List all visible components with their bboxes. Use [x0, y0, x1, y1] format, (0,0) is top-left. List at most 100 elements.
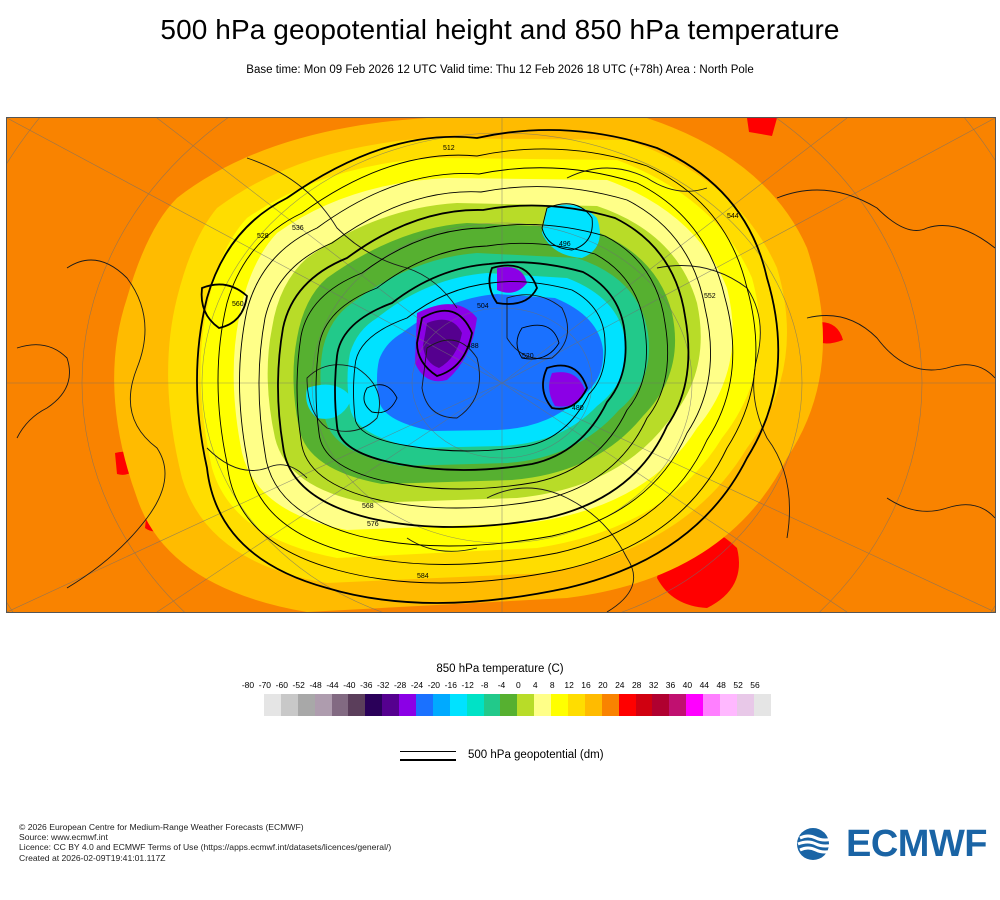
- licence-text: Licence: CC BY 4.0 and ECMWF Terms of Us…: [19, 842, 392, 853]
- colorbar-tick-label: 24: [615, 680, 625, 690]
- map-canvas: 512 528 536 544 552 560 568 576 584 496 …: [7, 118, 995, 612]
- colorbar-swatch: [331, 694, 349, 716]
- colorbar-tick-label: 40: [682, 680, 693, 690]
- cold-core: [423, 319, 462, 368]
- colorbar-swatch: [449, 694, 467, 716]
- colorbar-tick-label: 48: [716, 680, 726, 690]
- colorbar-swatch: [601, 694, 619, 716]
- colorbar-tick-label: 36: [665, 680, 676, 690]
- weather-map[interactable]: 512 528 536 544 552 560 568 576 584 496 …: [6, 117, 996, 613]
- contour-label: 544: [727, 213, 739, 220]
- coastlines: [16, 157, 995, 612]
- cold-core: [549, 372, 585, 407]
- colorbar-tick-label: -28: [393, 680, 407, 690]
- colorbar-tick-label: -16: [444, 680, 457, 690]
- contour-label: 488: [467, 343, 479, 350]
- colorbar-tick-label: 20: [598, 680, 608, 690]
- colorbar-tick-label: 16: [581, 680, 591, 690]
- colorbar-swatch: [703, 694, 721, 716]
- colorbar-swatch: [652, 694, 670, 716]
- colorbar-tick-label: -4: [497, 680, 506, 690]
- colorbar-tick-label: -80: [241, 680, 255, 690]
- cold-core: [497, 267, 527, 293]
- colorbar-swatch: [551, 694, 569, 716]
- contour-label: 568: [362, 503, 374, 510]
- colorbar-swatch: [399, 694, 417, 716]
- contour-label: 576: [367, 521, 379, 528]
- colorbar-tick-label: -8: [480, 680, 489, 690]
- colorbar-swatch: [280, 694, 298, 716]
- colorbar-tick-label: -32: [377, 680, 390, 690]
- colorbar-tick-label: -60: [275, 680, 288, 690]
- colorbar-swatch: [584, 694, 602, 716]
- chart-title: 500 hPa geopotential height and 850 hPa …: [160, 14, 840, 45]
- colorbar-swatch: [382, 694, 400, 716]
- colorbar-swatch: [568, 694, 585, 716]
- colorbar-swatch: [669, 694, 687, 716]
- colorbar-tick-label: 32: [648, 680, 659, 690]
- ecmwf-logo[interactable]: ECMWF: [796, 823, 988, 865]
- colorbar-tick-label: 44: [699, 680, 710, 690]
- colorbar-tick-label: 12: [564, 680, 574, 690]
- colorbar-tick-label: -36: [360, 680, 373, 690]
- colorbar-swatch: [314, 694, 332, 716]
- colorbar-swatch: [365, 694, 383, 716]
- colorbar-swatch: [736, 694, 754, 716]
- colorbar-swatch: [500, 694, 518, 716]
- colorbar-tick-label: -24: [410, 680, 424, 690]
- temperature-legend-title: 850 hPa temperature (C): [436, 663, 564, 675]
- copyright-text: © 2026 European Centre for Medium-Range …: [19, 822, 304, 832]
- temperature-colorbar: [264, 694, 771, 716]
- colorbar-tick-label: 52: [733, 680, 743, 690]
- cold-patch: [306, 384, 352, 419]
- graticule: [7, 118, 995, 612]
- colorbar-tick-label: -44: [326, 680, 339, 690]
- colorbar-swatch: [483, 694, 501, 716]
- contour-label: 584: [417, 573, 429, 580]
- contour-label: 496: [559, 241, 571, 248]
- colorbar-tick-label: -40: [343, 680, 356, 690]
- colorbar-tick-label: 8: [549, 680, 555, 690]
- colorbar-swatch: [432, 694, 450, 716]
- colorbar-swatch: [618, 694, 636, 716]
- source-text: Source: www.ecmwf.int: [19, 832, 108, 843]
- thin-contour-sample: [400, 751, 456, 752]
- colorbar-tick-label: 28: [631, 680, 642, 690]
- contour-label: 504: [477, 303, 489, 310]
- colorbar-tick-label: 0: [516, 680, 521, 690]
- chart-subtitle: Base time: Mon 09 Feb 2026 12 UTC Valid …: [246, 64, 754, 76]
- colorbar-swatch: [297, 694, 315, 716]
- colorbar-tick-label: -70: [258, 680, 272, 690]
- colorbar-tick-label: -20: [427, 680, 441, 690]
- contour-label: 552: [704, 293, 716, 300]
- colorbar-swatch: [635, 694, 653, 716]
- colorbar-swatch: [264, 694, 281, 716]
- contour-label: 480: [572, 405, 584, 412]
- colorbar-swatch: [466, 694, 484, 716]
- geopotential-legend-label: 500 hPa geopotential (dm): [468, 749, 604, 761]
- colorbar-swatch: [416, 694, 433, 716]
- colorbar-tick-label: -12: [461, 680, 474, 690]
- contour-label: 520: [522, 353, 534, 360]
- colorbar-swatch: [720, 694, 737, 716]
- ecmwf-logo-text: ECMWF: [846, 823, 988, 865]
- colorbar-swatch: [753, 694, 771, 716]
- colorbar-tick-label: -52: [292, 680, 305, 690]
- cold-patch: [542, 204, 600, 258]
- thick-contour-sample: [400, 759, 456, 761]
- created-text: Created at 2026-02-09T19:41:01.117Z: [19, 852, 166, 863]
- colorbar-swatch: [517, 694, 535, 716]
- geopotential-contours: [196, 129, 780, 604]
- colorbar-tick-label: 56: [750, 680, 760, 690]
- colorbar-tick-label: -48: [309, 680, 322, 690]
- colorbar-swatch: [348, 694, 366, 716]
- temperature-legend-ticks: -80 -70 -60 -52 -48 -44 -40 -36 -32 -28 -24 -20 -16-…: [0, 680, 1000, 692]
- colorbar-tick-label: 4: [532, 680, 538, 690]
- contour-label: 536: [292, 225, 304, 232]
- contour-label: 512: [443, 145, 455, 152]
- colorbar-swatch: [686, 694, 704, 716]
- contour-labels: 512 528 536 544 552 560 568 576 584 496 …: [232, 145, 739, 580]
- ecmwf-logo-icon: [797, 828, 839, 860]
- footer-credits: © 2026 European Centre for Medium-Range …: [19, 822, 391, 863]
- colorbar-swatch: [534, 694, 552, 716]
